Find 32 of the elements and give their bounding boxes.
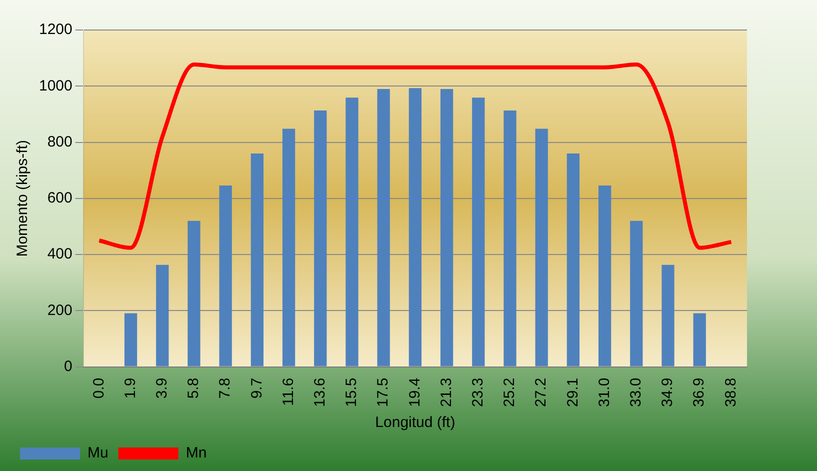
y-tick-label: 400 [47,246,72,263]
y-tick-label: 800 [47,133,72,150]
x-tick-label: 31.0 [596,378,613,408]
x-tick-label: 9.7 [248,378,266,399]
x-tick-label: 0.0 [90,378,108,399]
x-tick-label: 7.8 [216,378,234,399]
y-tick-label: 600 [47,190,72,207]
x-tick-label: 11.6 [280,378,297,406]
x-tick-label: 1.9 [122,378,139,399]
x-tick-label: 3.9 [154,378,171,399]
x-tick-label: 38.8 [722,378,740,408]
x-tick-label: 36.9 [690,378,708,408]
x-tick-label: 19.4 [406,378,424,408]
x-tick-label: 13.6 [312,378,329,408]
x-tick-label: 21.3 [438,378,455,408]
x-axis-title: Longitud (ft) [375,414,456,432]
y-tick-label: 1000 [38,77,72,94]
x-tick-label: 15.5 [343,378,360,408]
y-tick-label: 200 [47,302,72,319]
y-tick-label: 1200 [38,21,72,38]
legend-label: Mn [186,444,207,462]
x-tick-label: 25.2 [501,378,518,408]
y-tick-label: 0 [64,358,72,375]
x-tick-label: 27.2 [532,378,550,408]
x-tick-label: 33.0 [628,378,645,408]
x-tick-label: 34.9 [659,378,676,408]
x-tick-label: 29.1 [564,378,582,408]
x-tick-label: 23.3 [470,378,487,408]
legend-label: Mu [88,444,108,462]
y-axis-title: Momento (kips-ft) [14,140,32,257]
x-tick-label: 17.5 [374,378,392,408]
x-tick-label: 5.8 [185,378,202,399]
